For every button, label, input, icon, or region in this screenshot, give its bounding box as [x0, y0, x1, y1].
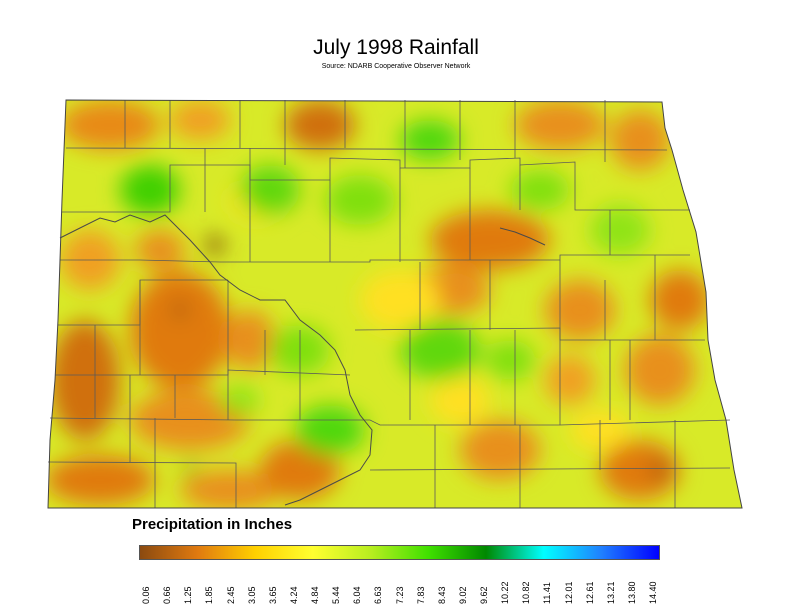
- legend-tick-label: 11.41: [542, 582, 553, 604]
- legend-tick-label: 9.62: [479, 586, 489, 604]
- legend-tick-label: 2.45: [225, 586, 236, 604]
- legend-tick-label: 13.21: [605, 581, 616, 604]
- legend-tick-label: 6.63: [373, 586, 384, 604]
- legend-tick-label: 10.22: [500, 581, 511, 604]
- county-boundaries: [47, 100, 731, 508]
- rainfall-surface: [48, 100, 710, 508]
- legend-tick-label: 7.83: [415, 586, 426, 604]
- legend-tick-label: 8.43: [436, 586, 447, 604]
- legend-tick-label: 1.85: [204, 586, 215, 604]
- legend-tick-label: 13.80: [626, 581, 637, 604]
- legend-colorbar: [139, 545, 660, 560]
- rainfall-map: [47, 99, 743, 509]
- legend-tick-label: 3.05: [246, 586, 257, 604]
- legend-tick-label: 14.40: [648, 581, 658, 604]
- map-source: Source: NDARB Cooperative Observer Netwo…: [321, 63, 471, 70]
- legend-tick-label: 12.01: [563, 581, 574, 604]
- legend-tick-label: 1.25: [183, 586, 194, 604]
- legend-tick-label: 0.06: [141, 586, 151, 604]
- legend-tick-label: 6.04: [352, 586, 363, 604]
- legend-tick-label: 4.24: [288, 586, 299, 604]
- legend-tick-label: 3.65: [267, 586, 278, 604]
- legend-tick-label: 10.82: [521, 581, 532, 604]
- legend-tick-label: 7.23: [394, 586, 405, 604]
- map-title: July 1998 Rainfall: [313, 36, 479, 59]
- legend-title: Precipitation in Inches: [132, 516, 293, 533]
- legend-tick-label: 0.66: [162, 586, 173, 604]
- legend-tick-label: 12.61: [584, 581, 595, 604]
- legend-tick-label: 5.44: [331, 586, 342, 604]
- legend-tick-label: 4.84: [310, 586, 320, 604]
- state-outline: [47, 99, 743, 509]
- legend-tick-label: 9.02: [457, 586, 468, 604]
- river-lines: [59, 214, 546, 506]
